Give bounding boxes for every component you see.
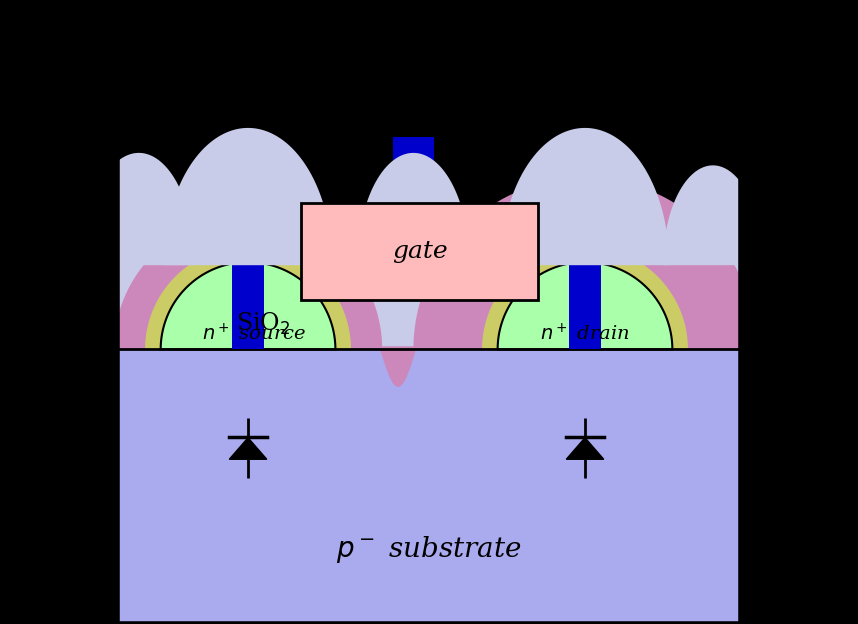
Polygon shape bbox=[82, 153, 195, 265]
Bar bbox=[570, 175, 601, 349]
Polygon shape bbox=[380, 346, 416, 387]
Text: $n^+$ source: $n^+$ source bbox=[202, 323, 306, 344]
Bar bbox=[393, 137, 433, 265]
Polygon shape bbox=[229, 438, 267, 459]
Bar bbox=[117, 346, 741, 624]
Polygon shape bbox=[501, 128, 669, 265]
Polygon shape bbox=[663, 165, 763, 265]
Text: gate: gate bbox=[392, 240, 448, 263]
Bar bbox=[233, 175, 263, 349]
Bar bbox=[117, 265, 741, 349]
Polygon shape bbox=[357, 153, 469, 265]
Text: SiO$_2$: SiO$_2$ bbox=[236, 311, 290, 337]
Text: $n^+$ drain: $n^+$ drain bbox=[541, 323, 630, 344]
Text: $p^-$ substrate: $p^-$ substrate bbox=[336, 534, 522, 565]
Polygon shape bbox=[414, 178, 757, 349]
Polygon shape bbox=[482, 246, 688, 349]
Polygon shape bbox=[160, 262, 335, 349]
Polygon shape bbox=[566, 438, 604, 459]
Bar bbox=[301, 203, 538, 300]
Polygon shape bbox=[164, 128, 332, 265]
Polygon shape bbox=[114, 215, 382, 349]
Polygon shape bbox=[498, 262, 673, 349]
Polygon shape bbox=[145, 246, 351, 349]
